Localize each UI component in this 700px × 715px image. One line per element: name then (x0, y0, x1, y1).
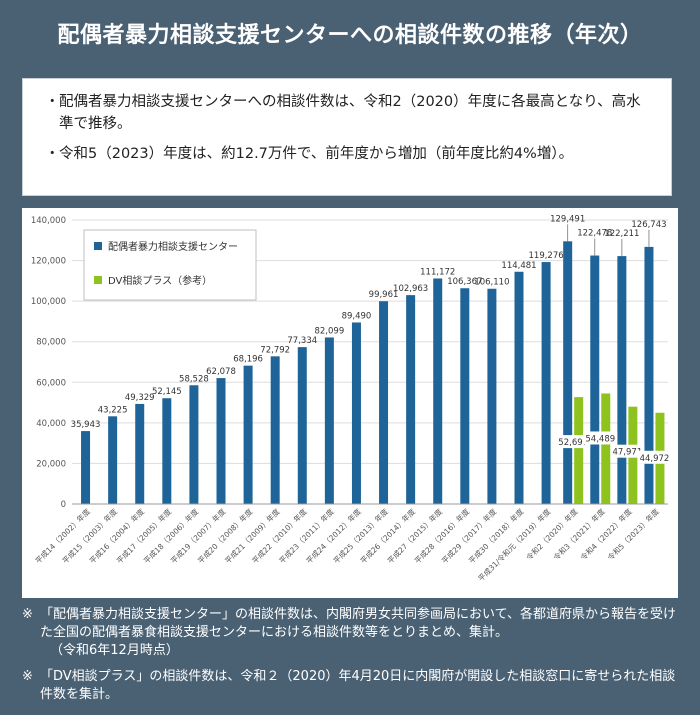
y-tick-label: 80,000 (36, 338, 66, 348)
data-label-center: 68,196 (233, 355, 263, 365)
data-label-center: 58,528 (179, 374, 209, 384)
data-label-bg (637, 450, 672, 464)
legend-box (83, 229, 257, 301)
bar-center (162, 398, 172, 504)
data-label-center: 114,481 (501, 261, 536, 271)
data-label-center: 72,792 (260, 345, 290, 355)
data-label-center: 52,145 (152, 387, 182, 397)
x-tick-label: 令和5（2023）年度 (605, 506, 661, 562)
data-label-dvplus: 47,971 (612, 448, 642, 458)
data-label-bg (610, 444, 645, 458)
data-label-center: 106,110 (474, 278, 509, 288)
data-label-center: 122,478 (577, 229, 612, 239)
bar-center (379, 301, 389, 504)
bar-center (324, 337, 334, 504)
footnote-item: ※ 「配偶者暴力相談支援センター」の相談件数は、内閣府男女共同参画局において、各… (22, 606, 682, 660)
data-label-center: 82,099 (314, 326, 344, 336)
footnote-subtext: （令和6年12月時点） (50, 643, 179, 658)
data-label-center: 129,491 (550, 214, 585, 224)
legend-swatch-center (94, 242, 102, 250)
data-label-center: 126,743 (631, 220, 666, 230)
bar-dvplus (601, 393, 611, 504)
bar-center (406, 295, 416, 504)
bar-center (460, 288, 470, 504)
y-tick-label: 40,000 (36, 419, 66, 429)
bar-center (297, 347, 307, 504)
data-label-center: 119,276 (529, 251, 564, 261)
footnotes: ※ 「配偶者暴力相談支援センター」の相談件数は、内閣府男女共同参画局において、各… (22, 606, 682, 712)
bar-center (243, 365, 253, 504)
footnote-text: 「DV相談プラス」の相談件数は、令和２（2020）年4月20日に内閣府が開設した… (40, 669, 676, 702)
summary-item: ・ 配偶者暴力相談支援センターへの相談件数は、令和2（2020）年度に各最高とな… (45, 91, 651, 135)
y-tick-label: 100,000 (31, 297, 66, 307)
legend-label-dvplus: DV相談プラス（参考） (108, 274, 212, 287)
data-label-center: 111,172 (420, 267, 455, 277)
footnote-item: ※ 「DV相談プラス」の相談件数は、令和２（2020）年4月20日に内閣府が開設… (22, 668, 682, 704)
data-label-center: 102,963 (393, 284, 428, 294)
data-label-center: 43,225 (98, 405, 128, 415)
data-label-center: 106,367 (447, 277, 482, 287)
bullet-icon: ・ (45, 94, 60, 110)
summary-item: ・ 令和5（2023）年度は、約12.7万件で、前年度から増加（前年度比約4%増… (45, 143, 651, 165)
y-tick-label: 120,000 (31, 257, 66, 267)
x-tick-label: 令和2（2020）年度 (524, 506, 580, 562)
footnote-text: 「配偶者暴力相談支援センター」の相談件数は、内閣府男女共同参画局において、各都道… (40, 607, 676, 640)
y-tick-label: 140,000 (31, 216, 66, 226)
bar-center (351, 322, 361, 504)
bar-dvplus (574, 397, 584, 504)
legend-swatch-dvplus (94, 276, 102, 284)
data-label-center: 35,943 (71, 420, 101, 430)
data-label-dvplus: 52,697 (558, 438, 588, 448)
data-label-center: 99,961 (369, 290, 399, 300)
note-mark: ※ (22, 607, 33, 622)
bar-center (514, 271, 524, 504)
bar-center (590, 255, 600, 504)
data-label-center: 122,211 (604, 229, 639, 239)
bar-center (563, 241, 573, 505)
y-tick-label: 60,000 (36, 378, 66, 388)
note-mark: ※ (22, 669, 33, 684)
bar-center (108, 416, 118, 504)
bar-center (270, 356, 280, 504)
summary-box: ・ 配偶者暴力相談支援センターへの相談件数は、令和2（2020）年度に各最高とな… (22, 78, 672, 196)
bar-center (617, 256, 627, 504)
bar-center (216, 378, 226, 504)
bar-center (189, 385, 199, 504)
bullet-icon: ・ (45, 146, 60, 162)
page-title: 配偶者暴力相談支援センターへの相談件数の推移（年次） (57, 23, 643, 48)
bar-center (541, 262, 551, 504)
data-label-dvplus: 54,489 (585, 434, 615, 444)
bar-center (487, 288, 497, 504)
bar-center (433, 278, 443, 504)
bar-center (81, 431, 91, 504)
legend-label-center: 配偶者暴力相談支援センター (108, 240, 238, 253)
bar-center (644, 246, 654, 505)
summary-text: 配偶者暴力相談支援センターへの相談件数は、令和2（2020）年度に各最高となり、… (59, 94, 641, 132)
x-tick-label: 令和4（2022）年度 (578, 506, 634, 562)
summary-text: 令和5（2023）年度は、約12.7万件で、前年度から増加（前年度比約4%増）。 (59, 146, 574, 162)
chart-panel: 35,943 43,225 49,329 52,145 58,528 62,078 68,1… (22, 208, 678, 598)
data-label-center: 62,078 (206, 367, 236, 377)
data-label-bg (583, 431, 618, 445)
data-label-center: 89,490 (342, 311, 372, 321)
data-label-bg (556, 435, 591, 449)
y-tick-label: 0 (61, 500, 66, 510)
x-tick-label: 令和3（2021）年度 (551, 506, 607, 562)
data-label-center: 77,334 (287, 336, 317, 346)
data-label-center: 49,329 (125, 393, 155, 403)
bar-center (135, 403, 145, 504)
data-label-dvplus: 44,972 (640, 454, 670, 464)
y-tick-label: 20,000 (36, 459, 66, 469)
